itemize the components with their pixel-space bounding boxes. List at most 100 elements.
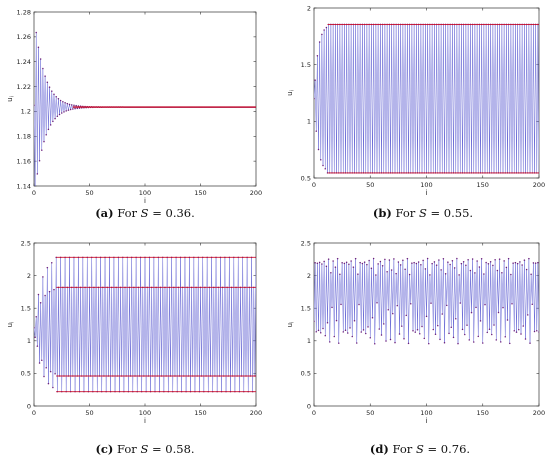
data-point	[469, 269, 472, 272]
data-point	[34, 104, 35, 106]
data-point	[361, 262, 364, 265]
data-point	[314, 97, 315, 100]
caption-d-prefix: For	[392, 442, 413, 456]
caption-c: (c) For S = 0.58.	[95, 442, 194, 456]
data-point	[36, 345, 39, 347]
data-point	[61, 112, 63, 114]
data-point	[350, 260, 352, 262]
data-point	[480, 257, 483, 260]
y-tick-label: 1	[307, 118, 311, 126]
data-point	[468, 339, 470, 341]
data-point	[478, 266, 481, 268]
x-tick-label: 200	[250, 189, 262, 197]
data-point	[55, 96, 57, 98]
data-point	[465, 264, 467, 267]
data-point	[317, 329, 320, 332]
data-point	[442, 258, 445, 260]
data-point	[51, 262, 53, 264]
data-point	[519, 261, 521, 263]
data-point	[384, 258, 386, 261]
data-point	[45, 366, 47, 369]
data-point	[70, 104, 73, 106]
data-point	[435, 264, 438, 266]
y-axis-label-subscript: i	[10, 96, 16, 97]
data-point	[487, 262, 490, 265]
data-point	[370, 267, 373, 270]
x-tick-label: 0	[312, 409, 316, 417]
data-point	[34, 327, 35, 329]
data-point	[76, 107, 79, 110]
data-point	[316, 262, 319, 265]
data-point	[392, 312, 394, 315]
data-point	[413, 261, 415, 264]
data-point	[470, 311, 473, 314]
data-point	[444, 273, 447, 275]
y-axis-label-subscript: i	[290, 90, 296, 91]
caption-c-prefix: For	[117, 442, 137, 456]
data-point	[399, 264, 402, 266]
data-point	[512, 262, 514, 264]
data-point	[49, 370, 52, 373]
data-point	[410, 303, 412, 305]
data-point	[43, 140, 45, 143]
data-point	[38, 159, 41, 162]
data-point	[437, 324, 439, 327]
data-point	[403, 338, 405, 340]
data-point	[505, 266, 508, 269]
data-point	[414, 331, 416, 333]
data-point	[474, 272, 476, 274]
data-point	[429, 274, 431, 276]
x-tick-label: 50	[366, 181, 374, 189]
data-point	[460, 262, 463, 265]
data-point	[53, 288, 55, 291]
data-point	[486, 331, 488, 334]
data-point	[363, 261, 366, 263]
data-point	[65, 110, 67, 112]
data-point	[77, 105, 80, 107]
data-point	[402, 259, 404, 261]
caption-d-var: S	[415, 442, 424, 456]
data-point	[527, 314, 529, 316]
data-point	[525, 268, 528, 271]
x-tick-label: 0	[312, 181, 316, 189]
data-point	[484, 303, 486, 306]
y-tick-label: 1	[27, 337, 31, 345]
x-tick-label: 150	[477, 409, 489, 417]
y-tick-label: 0.5	[301, 370, 311, 378]
data-point	[341, 261, 343, 264]
y-tick-label: 2	[307, 4, 311, 12]
caption-b-var: S	[418, 206, 427, 220]
data-point	[449, 263, 451, 266]
data-point	[448, 332, 450, 335]
data-point	[401, 325, 403, 327]
y-tick-label: 1.5	[21, 305, 31, 313]
data-point	[39, 302, 42, 304]
data-point	[37, 293, 40, 296]
x-tick-label: 200	[533, 409, 545, 417]
series-group	[34, 256, 256, 393]
data-point	[314, 320, 315, 322]
data-point	[331, 306, 333, 309]
x-tick-label: 100	[139, 189, 151, 197]
data-point	[406, 257, 409, 260]
data-point	[352, 266, 355, 268]
data-point	[351, 335, 353, 338]
y-axis-label-subscript: i	[290, 322, 296, 323]
data-point	[325, 26, 328, 29]
data-point	[315, 130, 317, 132]
data-point	[466, 324, 468, 326]
data-point	[438, 259, 440, 261]
data-point	[514, 261, 517, 264]
data-point	[372, 257, 375, 260]
data-point	[374, 342, 376, 345]
data-point	[52, 386, 54, 389]
data-point	[38, 362, 41, 364]
y-tick-label: 1.22	[17, 83, 31, 91]
data-point	[67, 109, 70, 111]
caption-b-label: (b)	[372, 206, 392, 220]
data-point	[415, 262, 418, 265]
y-tick-label: 1.18	[17, 133, 31, 141]
series-group	[314, 257, 539, 345]
data-point	[485, 261, 487, 264]
data-point	[521, 264, 523, 266]
